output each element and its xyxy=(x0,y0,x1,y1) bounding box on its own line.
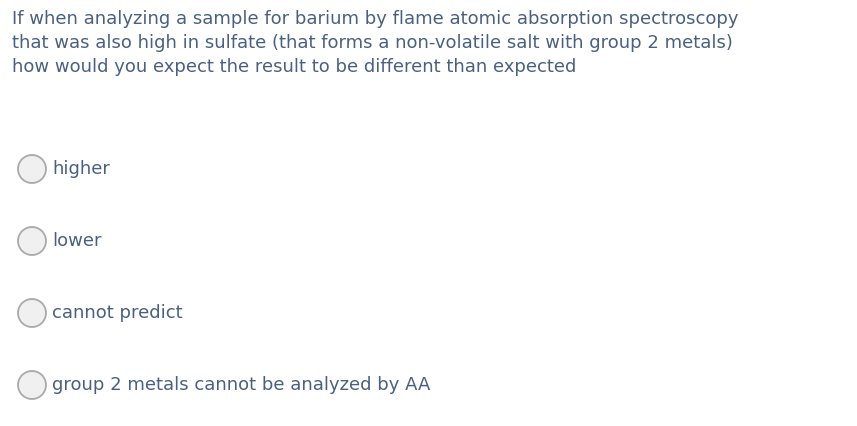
Circle shape xyxy=(18,371,46,399)
Text: higher: higher xyxy=(52,160,110,178)
Text: cannot predict: cannot predict xyxy=(52,304,183,322)
Text: lower: lower xyxy=(52,232,101,250)
Text: group 2 metals cannot be analyzed by AA: group 2 metals cannot be analyzed by AA xyxy=(52,376,430,394)
Text: that was also high in sulfate (that forms a non-volatile salt with group 2 metal: that was also high in sulfate (that form… xyxy=(12,34,733,52)
Circle shape xyxy=(18,299,46,327)
Circle shape xyxy=(18,155,46,183)
Text: how would you expect the result to be different than expected: how would you expect the result to be di… xyxy=(12,58,577,76)
Circle shape xyxy=(18,227,46,255)
Text: If when analyzing a sample for barium by flame atomic absorption spectroscopy: If when analyzing a sample for barium by… xyxy=(12,10,739,28)
